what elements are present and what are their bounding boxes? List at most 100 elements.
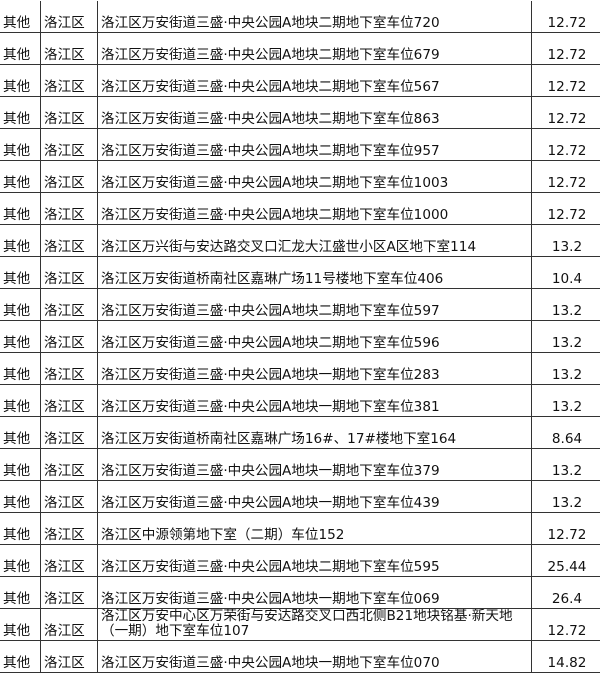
location-cell: 洛江区万安街道三盛·中央公园A地块一期地下室车位381 <box>98 385 532 417</box>
area-cell: 13.2 <box>532 321 600 353</box>
location-cell: 洛江区万安街道三盛·中央公园A地块二期地下室车位596 <box>98 321 532 353</box>
location-cell: 洛江区万安街道三盛·中央公园A地块一期地下室车位283 <box>98 353 532 385</box>
type-cell: 其他 <box>0 577 41 609</box>
area-cell: 13.2 <box>532 449 600 481</box>
location-cell: 洛江区万安街道桥南社区嘉琳广场16#、17#楼地下室164 <box>98 417 532 449</box>
location-cell: 洛江区万安街道三盛·中央公园A地块二期地下室车位863 <box>98 97 532 129</box>
location-cell: 洛江区万安中心区万荣街与安达路交叉口西北侧B21地块铭基·新天地（一期）地下室车… <box>98 609 532 641</box>
type-cell: 其他 <box>0 385 41 417</box>
location-cell: 洛江区万安街道三盛·中央公园A地块二期地下室车位720 <box>98 1 532 33</box>
district-cell: 洛江区 <box>41 193 98 225</box>
type-cell: 其他 <box>0 97 41 129</box>
location-cell: 洛江区万安街道三盛·中央公园A地块二期地下室车位957 <box>98 129 532 161</box>
type-cell: 其他 <box>0 449 41 481</box>
area-cell: 12.72 <box>532 33 600 65</box>
area-cell: 10.4 <box>532 257 600 289</box>
location-cell: 洛江区万安街道三盛·中央公园A地块一期地下室车位069 <box>98 577 532 609</box>
area-cell: 12.72 <box>532 161 600 193</box>
type-cell: 其他 <box>0 417 41 449</box>
district-cell: 洛江区 <box>41 97 98 129</box>
type-cell: 其他 <box>0 1 41 33</box>
area-cell: 25.44 <box>532 545 600 577</box>
district-cell: 洛江区 <box>41 289 98 321</box>
location-cell: 洛江区万安街道三盛·中央公园A地块二期地下室车位597 <box>98 289 532 321</box>
district-cell: 洛江区 <box>41 609 98 641</box>
type-cell: 其他 <box>0 257 41 289</box>
area-cell: 12.72 <box>532 65 600 97</box>
table-row: 其他洛江区洛江区万安中心区万荣街与安达路交叉口西北侧B21地块铭基·新天地（一期… <box>0 609 600 641</box>
location-cell: 洛江区万安街道三盛·中央公园A地块二期地下室车位1003 <box>98 161 532 193</box>
type-cell: 其他 <box>0 129 41 161</box>
area-cell: 14.82 <box>532 641 600 673</box>
district-cell: 洛江区 <box>41 417 98 449</box>
district-cell: 洛江区 <box>41 321 98 353</box>
area-cell: 13.2 <box>532 353 600 385</box>
type-cell: 其他 <box>0 65 41 97</box>
area-cell: 12.72 <box>532 129 600 161</box>
location-cell: 洛江区万安街道桥南社区嘉琳广场11号楼地下室车位406 <box>98 257 532 289</box>
type-cell: 其他 <box>0 481 41 513</box>
type-cell: 其他 <box>0 321 41 353</box>
type-cell: 其他 <box>0 353 41 385</box>
district-cell: 洛江区 <box>41 513 98 545</box>
location-cell: 洛江区万安街道三盛·中央公园A地块一期地下室车位379 <box>98 449 532 481</box>
location-cell: 洛江区万安街道三盛·中央公园A地块二期地下室车位1000 <box>98 193 532 225</box>
location-cell: 洛江区万安街道三盛·中央公园A地块二期地下室车位679 <box>98 33 532 65</box>
district-cell: 洛江区 <box>41 385 98 417</box>
type-cell: 其他 <box>0 609 41 641</box>
area-cell: 12.72 <box>532 513 600 545</box>
district-cell: 洛江区 <box>41 225 98 257</box>
area-cell: 12.72 <box>532 193 600 225</box>
location-cell: 洛江区万安街道三盛·中央公园A地块一期地下室车位070 <box>98 641 532 673</box>
district-cell: 洛江区 <box>41 65 98 97</box>
district-cell: 洛江区 <box>41 129 98 161</box>
type-cell: 其他 <box>0 193 41 225</box>
area-cell: 13.2 <box>532 289 600 321</box>
district-cell: 洛江区 <box>41 1 98 33</box>
type-cell: 其他 <box>0 641 41 673</box>
area-cell: 13.2 <box>532 225 600 257</box>
area-cell: 26.4 <box>532 577 600 609</box>
type-cell: 其他 <box>0 289 41 321</box>
district-cell: 洛江区 <box>41 353 98 385</box>
district-cell: 洛江区 <box>41 545 98 577</box>
area-cell: 12.72 <box>532 1 600 33</box>
district-cell: 洛江区 <box>41 257 98 289</box>
location-cell: 洛江区万安街道三盛·中央公园A地块二期地下室车位595 <box>98 545 532 577</box>
location-cell: 洛江区中源领第地下室（二期）车位152 <box>98 513 532 545</box>
district-cell: 洛江区 <box>41 161 98 193</box>
area-cell: 12.72 <box>532 609 600 641</box>
district-cell: 洛江区 <box>41 641 98 673</box>
type-cell: 其他 <box>0 513 41 545</box>
location-cell: 洛江区万兴街与安达路交叉口汇龙大江盛世小区A区地下室114 <box>98 225 532 257</box>
type-cell: 其他 <box>0 33 41 65</box>
district-cell: 洛江区 <box>41 33 98 65</box>
type-cell: 其他 <box>0 225 41 257</box>
type-cell: 其他 <box>0 545 41 577</box>
location-cell: 洛江区万安街道三盛·中央公园A地块二期地下室车位567 <box>98 65 532 97</box>
location-cell: 洛江区万安街道三盛·中央公园A地块一期地下室车位439 <box>98 481 532 513</box>
district-cell: 洛江区 <box>41 449 98 481</box>
area-cell: 8.64 <box>532 417 600 449</box>
area-cell: 13.2 <box>532 385 600 417</box>
